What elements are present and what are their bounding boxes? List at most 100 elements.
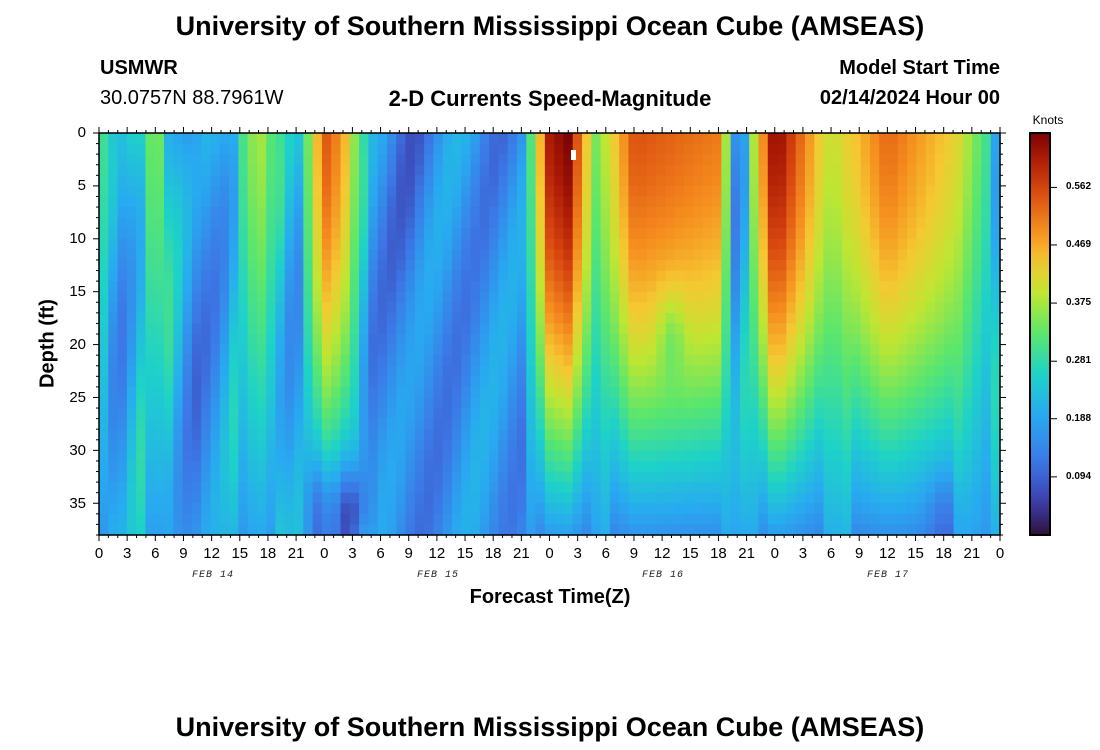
heatmap-cell <box>767 323 778 335</box>
heatmap-cell <box>377 281 388 293</box>
heatmap-cell <box>823 312 834 325</box>
heatmap-cell <box>182 143 193 155</box>
heatmap-cell <box>340 238 351 250</box>
heatmap-cell <box>851 429 862 441</box>
heatmap-cell <box>312 249 323 261</box>
heatmap-cell <box>953 386 964 399</box>
heatmap-cell <box>647 460 657 473</box>
heatmap-cell <box>786 164 797 176</box>
heatmap-cell <box>674 376 685 388</box>
heatmap-cell <box>386 344 397 356</box>
heatmap-cell <box>860 196 871 208</box>
heatmap-cell <box>154 365 165 377</box>
heatmap-cell <box>851 492 862 504</box>
heatmap-cell <box>303 270 314 282</box>
heatmap-cell <box>191 334 202 346</box>
heatmap-cell <box>739 207 750 219</box>
x-tick-label: 3 <box>798 545 808 562</box>
heatmap-cell <box>451 154 462 166</box>
heatmap-cell <box>108 302 119 314</box>
heatmap-cell <box>489 228 500 240</box>
heatmap-cell <box>981 334 992 346</box>
heatmap-cell <box>201 207 212 219</box>
heatmap-cell <box>461 259 472 272</box>
heatmap-cell <box>442 259 453 272</box>
heatmap-cell <box>108 408 119 420</box>
heatmap-cell <box>164 302 174 314</box>
heatmap-cell <box>572 503 583 515</box>
heatmap-cell <box>739 291 750 303</box>
heatmap-cell <box>340 185 351 198</box>
heatmap-cell <box>934 460 945 473</box>
heatmap-cell <box>758 355 769 367</box>
heatmap-cell <box>962 164 973 176</box>
heatmap-cell <box>544 355 555 367</box>
heatmap-cell <box>851 196 862 208</box>
heatmap-cell <box>842 450 852 462</box>
heatmap-cell <box>609 503 620 515</box>
heatmap-cell <box>294 196 304 208</box>
heatmap-cell <box>331 154 342 166</box>
heatmap-cell <box>814 482 825 494</box>
heatmap-cell <box>739 492 750 504</box>
heatmap-cell <box>145 513 156 526</box>
heatmap-cell <box>572 164 583 176</box>
heatmap-cell <box>925 450 936 462</box>
heatmap-cell <box>312 238 323 250</box>
heatmap-cell <box>321 513 332 526</box>
heatmap-cell <box>777 418 787 430</box>
heatmap-cell <box>99 238 109 250</box>
heatmap-cell <box>321 185 332 198</box>
heatmap-cell <box>749 228 760 240</box>
heatmap-cell <box>619 175 630 187</box>
heatmap-cell <box>637 482 648 494</box>
heatmap-cell <box>377 524 388 536</box>
heatmap-cell <box>405 270 416 282</box>
colorbar <box>1029 132 1051 536</box>
heatmap-cell <box>498 450 509 462</box>
heatmap-cell <box>814 513 825 526</box>
heatmap-cell <box>749 238 760 250</box>
heatmap-cell <box>934 259 945 272</box>
heatmap-cell <box>516 439 527 451</box>
heatmap-cell <box>702 143 713 155</box>
x-tick-label: 12 <box>879 545 896 562</box>
heatmap-cell <box>266 439 277 451</box>
heatmap-cell <box>962 207 973 219</box>
heatmap-cell <box>331 323 342 335</box>
heatmap-cell <box>777 471 787 483</box>
heatmap-cell <box>219 207 230 219</box>
heatmap-cell <box>461 238 472 250</box>
heatmap-cell <box>516 524 527 536</box>
heatmap-cell <box>182 524 193 536</box>
heatmap-cell <box>321 133 332 145</box>
heatmap-cell <box>693 524 704 536</box>
heatmap-cell <box>786 460 797 473</box>
heatmap-cell <box>470 482 481 494</box>
heatmap-cell <box>730 397 741 409</box>
heatmap-cell <box>201 471 212 483</box>
heatmap-cell <box>860 524 871 536</box>
heatmap-cell <box>414 302 425 314</box>
heatmap-cell <box>842 196 852 208</box>
heatmap-cell <box>359 386 369 399</box>
heatmap-cell <box>266 397 277 409</box>
heatmap-cell <box>312 460 323 473</box>
heatmap-cell <box>312 355 323 367</box>
heatmap-cell <box>461 175 472 187</box>
heatmap-cell <box>210 524 221 536</box>
heatmap-cell <box>535 185 546 198</box>
heatmap-cell <box>312 291 323 303</box>
heatmap-cell <box>424 217 434 229</box>
heatmap-cell <box>619 312 630 325</box>
heatmap-cell <box>117 207 128 219</box>
heatmap-cell <box>154 460 165 473</box>
heatmap-cell <box>238 334 249 346</box>
heatmap-cell <box>312 503 323 515</box>
heatmap-cell <box>953 418 964 430</box>
heatmap-cell <box>637 207 648 219</box>
heatmap-cell <box>321 270 332 282</box>
heatmap-cell <box>191 460 202 473</box>
heatmap-cell <box>786 386 797 399</box>
heatmap-cell <box>229 270 239 282</box>
